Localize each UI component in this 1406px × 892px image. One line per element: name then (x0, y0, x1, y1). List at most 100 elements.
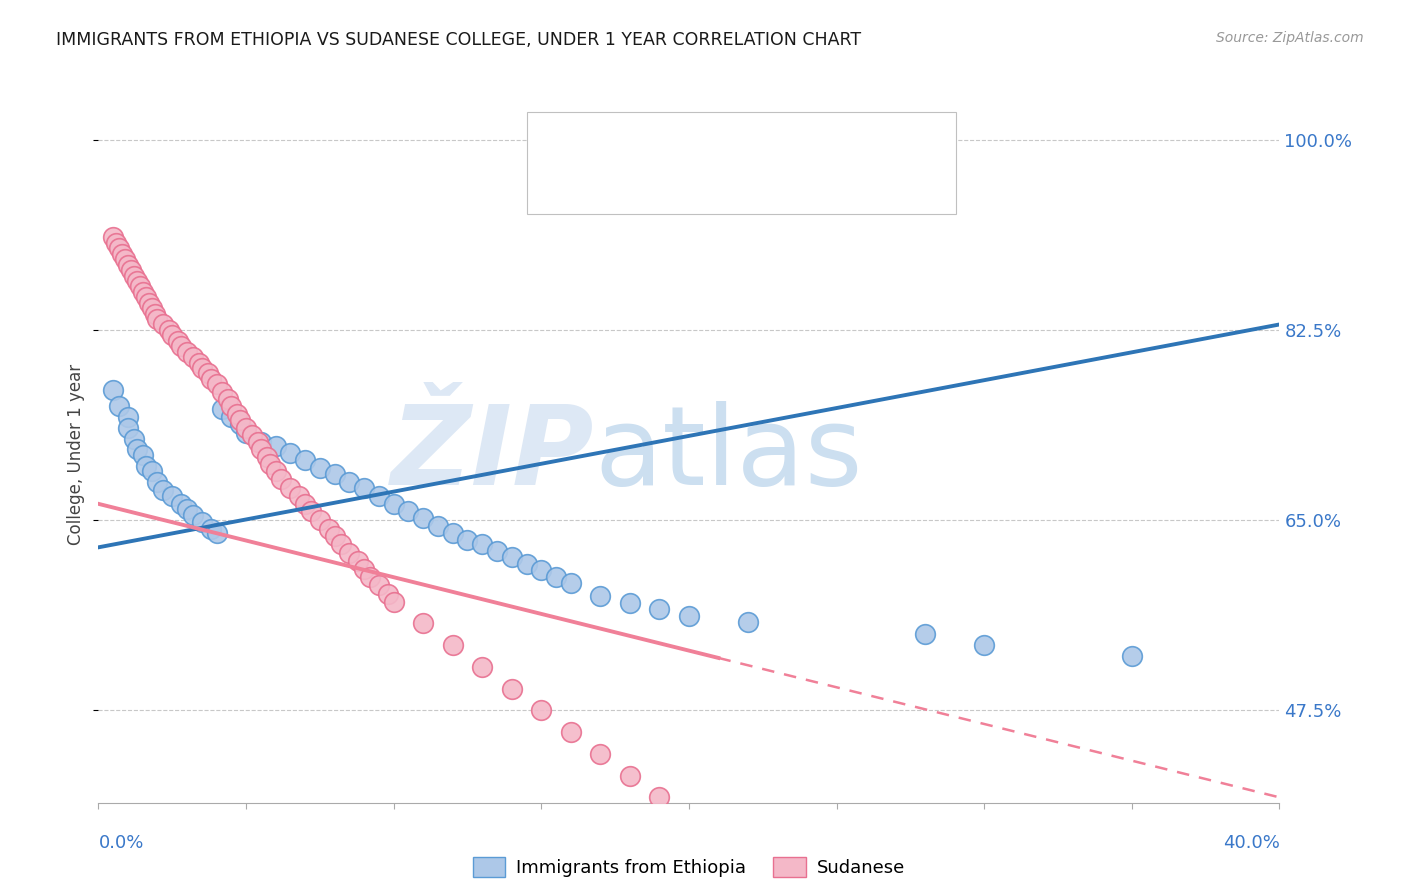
Point (250, 434, 273, 449)
Point (516, 557, 538, 571)
Point (246, 434, 269, 449)
Point (347, 554, 370, 568)
Point (135, 458, 157, 473)
Point (546, 570, 568, 584)
Point (501, 681, 523, 696)
Point (120, 263, 142, 277)
Point (170, 497, 193, 511)
Point (589, 589, 612, 603)
Point (368, 578, 391, 592)
Point (108, 241, 131, 255)
Point (162, 489, 183, 503)
Point (589, 747, 612, 761)
Point (782, 160, 804, 174)
Point (560, 725, 582, 739)
Point (329, 537, 352, 551)
Point (125, 442, 148, 457)
Point (221, 399, 243, 413)
Point (187, 355, 209, 369)
Point (353, 481, 375, 495)
Point (143, 307, 166, 321)
Text: ŽIP: ŽIP (391, 401, 595, 508)
Point (427, 518, 450, 533)
Text: 0.0%: 0.0% (98, 834, 143, 852)
Point (973, 638, 995, 652)
Point (205, 377, 228, 392)
Point (176, 502, 198, 516)
Point (211, 384, 233, 399)
Point (135, 290, 157, 304)
Point (353, 562, 375, 576)
Point (167, 334, 190, 348)
Point (157, 323, 180, 337)
Point (141, 464, 163, 478)
Point (146, 475, 169, 489)
Point (501, 550, 523, 565)
Point (377, 587, 399, 601)
Point (125, 274, 148, 288)
Point (339, 475, 361, 489)
Point (280, 481, 302, 495)
Point (841, 138, 863, 153)
Point (382, 595, 405, 609)
Point (122, 268, 145, 283)
Point (235, 426, 257, 441)
Point (191, 360, 214, 375)
Point (152, 483, 174, 497)
Point (122, 432, 145, 446)
Point (560, 576, 582, 591)
Point (412, 511, 434, 525)
Point (162, 328, 183, 343)
Text: atlas: atlas (595, 401, 863, 508)
Point (678, 608, 700, 623)
Point (359, 570, 381, 584)
Point (441, 526, 464, 541)
Point (117, 421, 139, 435)
Text: Source: ZipAtlas.com: Source: ZipAtlas.com (1216, 31, 1364, 45)
Point (256, 450, 278, 464)
Point (530, 703, 553, 717)
Point (152, 318, 174, 332)
Point (138, 295, 160, 310)
Point (240, 428, 263, 442)
Point (250, 442, 273, 457)
Point (737, 615, 759, 630)
Point (368, 489, 391, 503)
Text: IMMIGRANTS FROM ETHIOPIA VS SUDANESE COLLEGE, UNDER 1 YEAR CORRELATION CHART: IMMIGRANTS FROM ETHIOPIA VS SUDANESE COL… (56, 31, 862, 49)
Point (146, 312, 169, 326)
Point (259, 457, 281, 471)
Point (294, 497, 316, 511)
Point (200, 522, 222, 536)
Point (176, 344, 198, 359)
Point (280, 446, 302, 460)
Point (457, 533, 479, 547)
Point (108, 399, 131, 413)
Point (323, 467, 346, 482)
Point (217, 392, 239, 407)
Point (270, 472, 292, 486)
Point (309, 461, 332, 475)
Point (191, 516, 214, 530)
Point (170, 339, 193, 353)
Text: R = -0.208   N = 67: R = -0.208 N = 67 (596, 174, 773, 192)
Point (398, 504, 420, 518)
Point (205, 526, 228, 541)
Point (181, 508, 204, 522)
Point (530, 563, 553, 577)
Point (1121, 648, 1143, 663)
Text: R =   0.182   N = 54: R = 0.182 N = 54 (596, 131, 778, 149)
Point (117, 409, 139, 424)
Point (226, 407, 249, 421)
Point (181, 350, 204, 364)
Point (264, 464, 287, 478)
Point (197, 367, 219, 381)
Point (132, 285, 155, 299)
Point (318, 522, 340, 536)
Point (114, 252, 136, 267)
Point (132, 448, 155, 462)
Point (486, 543, 509, 558)
Point (221, 409, 243, 424)
Point (309, 513, 332, 527)
Point (412, 616, 434, 631)
Point (111, 247, 134, 261)
